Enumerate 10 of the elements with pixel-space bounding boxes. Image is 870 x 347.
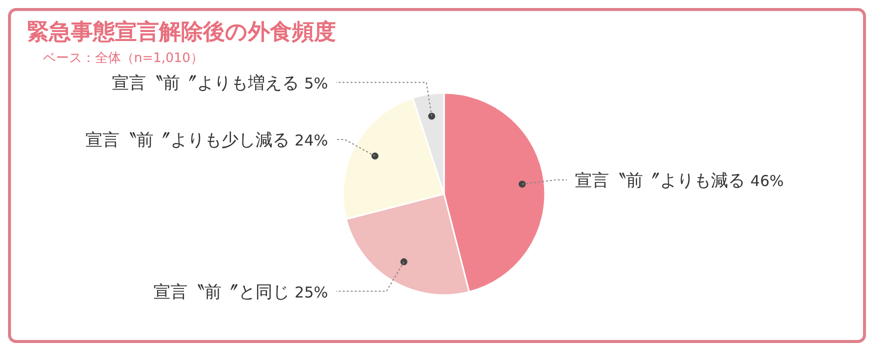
chart-subtitle: ベース：全体（n=1,010） <box>43 50 204 67</box>
slice-label: 宣言〝前〞よりも増える <box>112 73 304 94</box>
data-label: 24% <box>294 132 328 150</box>
slice-label: 宣言〝前〞よりも少し減る <box>85 130 295 151</box>
data-label: 5% <box>304 74 328 92</box>
data-label: 46% <box>750 172 784 190</box>
data-label: 25% <box>294 283 328 302</box>
chart-title: 緊急事態宣言解除後の外食頻度 <box>27 18 336 47</box>
slice-label: 宣言〝前〞と同じ <box>153 282 295 302</box>
slice-label: 宣言〝前〞よりも減る <box>575 170 750 191</box>
